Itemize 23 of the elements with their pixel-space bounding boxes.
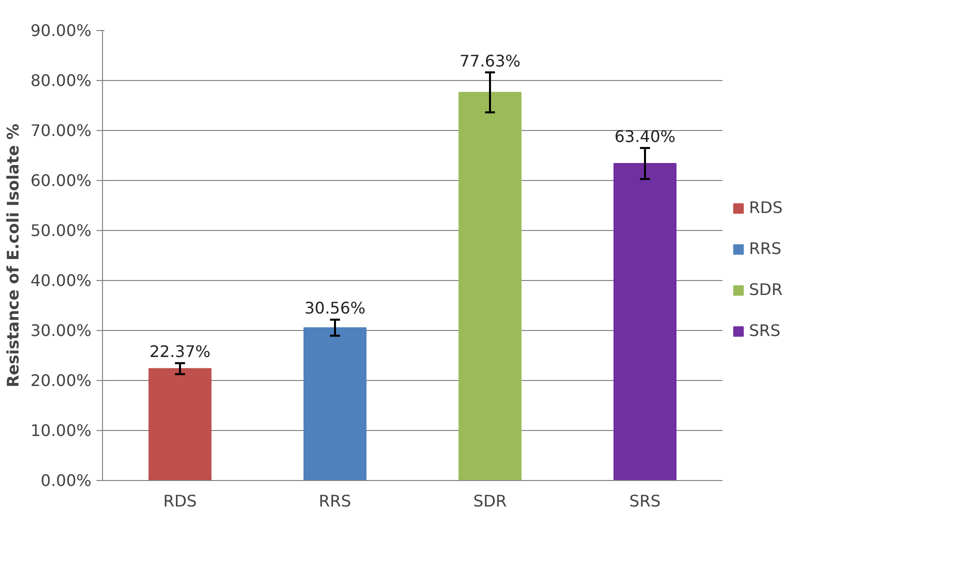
x-tick-label: SRS — [629, 492, 661, 510]
legend-label: RDS — [749, 198, 783, 217]
y-tick-label: 10.00% — [30, 421, 92, 440]
y-tick-label: 40.00% — [30, 271, 92, 290]
data-label: 30.56% — [304, 298, 366, 318]
x-tick-label: RRS — [318, 492, 352, 510]
legend-label: SRS — [749, 321, 780, 340]
y-axis-title: Resistance of E.coli Isolate % — [3, 124, 22, 388]
y-tick-label: 0.00% — [40, 471, 92, 490]
y-tick-label: 20.00% — [30, 371, 92, 390]
x-tick-label: RDS — [163, 492, 197, 510]
y-tick-label: 60.00% — [30, 171, 92, 190]
y-tick-label: 30.00% — [30, 321, 92, 340]
data-label: 22.37% — [149, 342, 211, 362]
legend-label: SDR — [749, 280, 783, 299]
data-label: 77.63% — [459, 51, 521, 70]
x-tick-label: SDR — [473, 492, 507, 510]
data-label: 63.40% — [614, 127, 676, 146]
legend-label: RRS — [749, 239, 782, 258]
y-tick-label: 70.00% — [30, 121, 92, 140]
y-tick-label: 80.00% — [30, 71, 92, 90]
y-tick-label: 50.00% — [30, 221, 92, 240]
y-tick-label: 90.00% — [30, 21, 92, 40]
